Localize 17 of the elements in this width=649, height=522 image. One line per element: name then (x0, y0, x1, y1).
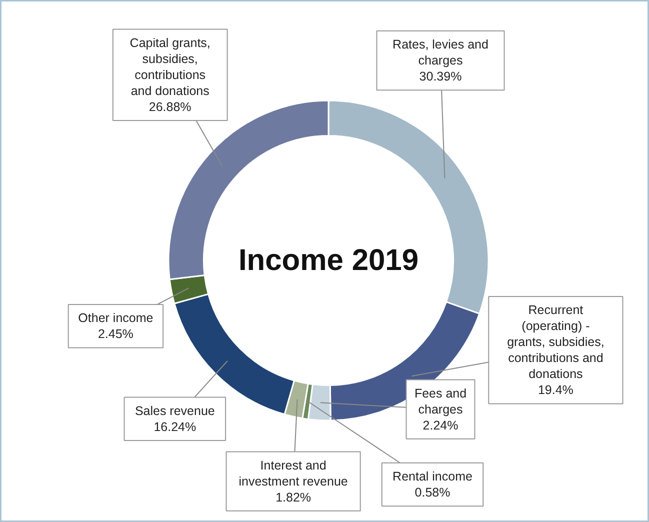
data-label: 30.39% (419, 70, 462, 84)
data-label: 16.24% (154, 420, 196, 434)
slice-label: Fees and charges (414, 386, 467, 416)
text: Income 2019 (238, 244, 419, 277)
slice-label: Sales revenue (134, 404, 215, 418)
slice-label: Interest and investment revenue (238, 458, 348, 488)
data-label: 1.82% (276, 490, 312, 504)
data-label: 2.45% (98, 327, 134, 342)
slice-label: Rates, levies and charges (392, 38, 488, 68)
data-label: 26.88% (148, 100, 192, 114)
slice-label: Rental income (392, 470, 472, 484)
data-label: 2.24% (422, 418, 458, 432)
slice-label: Recurrent (operating) - grants, subsidies, contributions and donations (507, 303, 604, 382)
slice-label: Capital grants, subsidies, contributions and donations (130, 36, 210, 98)
data-label: 0.58% (414, 486, 450, 500)
slice-label: Other income (78, 311, 154, 326)
data-label: 19.4% (538, 383, 574, 398)
